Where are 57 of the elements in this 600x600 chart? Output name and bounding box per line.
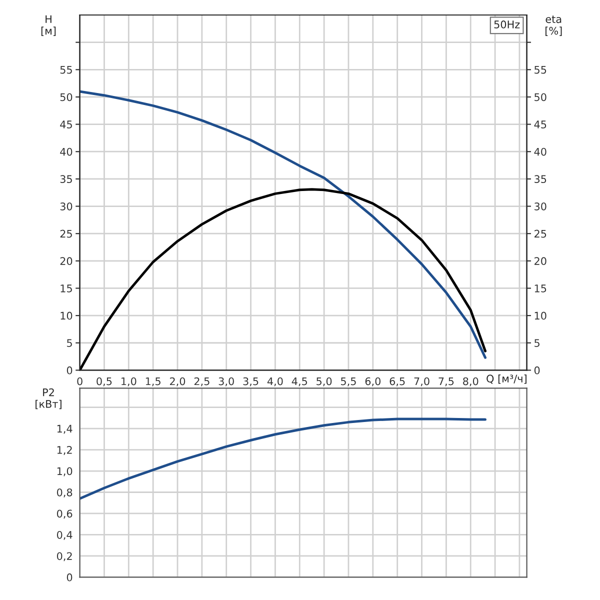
x-tick-label: 6,0 — [365, 377, 381, 386]
x-tick-label: 2,0 — [170, 377, 186, 386]
y2-tick-label: 25 — [534, 230, 546, 238]
y2-tick-label: 10 — [534, 312, 546, 320]
y-axis-title: P2 [кВт] — [36, 388, 62, 410]
y-tick-label: 1,2 — [57, 446, 72, 455]
x-tick-label: 0 — [77, 377, 82, 386]
line-series — [80, 418, 487, 500]
x-tick-label: 5,0 — [316, 377, 332, 386]
x-axis-title: Q [м³/ч] — [486, 374, 526, 384]
x-tick-label: 0,5 — [96, 377, 112, 386]
y-tick-label: 0 — [66, 573, 72, 582]
y-tick-label: 1,4 — [57, 424, 72, 434]
x-tick-label: 3,0 — [218, 377, 234, 386]
y-tick-label: 50 — [60, 93, 72, 102]
y2-tick-label: 40 — [534, 148, 546, 156]
y-axis-title: H [м] — [41, 15, 56, 36]
y-tick-label: 0 — [66, 366, 72, 374]
y-tick-label: 40 — [60, 148, 72, 156]
y-tick-label: 0,2 — [56, 552, 72, 562]
x-tick-label: 7,0 — [414, 377, 430, 386]
x-tick-label: 8,0 — [463, 377, 478, 386]
y-tick-label: 45 — [60, 120, 72, 128]
y2-tick-label: 45 — [534, 120, 546, 128]
y2-tick-label: 30 — [534, 202, 546, 210]
x-tick-label: 5,5 — [341, 377, 356, 386]
y-tick-label: 15 — [60, 284, 72, 292]
x-tick-label: 1,5 — [146, 377, 160, 386]
y-tick-label: 1,0 — [57, 467, 72, 476]
y2-axis-title: eta [%] — [546, 16, 562, 36]
y-tick-label: 55 — [60, 66, 72, 74]
line-series — [80, 188, 487, 370]
y2-tick-label: 20 — [534, 257, 546, 266]
y-tick-label: 25 — [60, 230, 72, 238]
x-tick-label: 3,5 — [243, 377, 258, 386]
y-tick-label: 20 — [60, 257, 72, 266]
y2-tick-label: 50 — [534, 93, 546, 102]
x-tick-label: 6,5 — [390, 377, 405, 386]
x-tick-label: 2,5 — [194, 377, 210, 386]
y-tick-label: 35 — [60, 175, 72, 184]
annotation: 50Hz — [494, 20, 520, 28]
y-tick-label: 30 — [60, 202, 72, 210]
y-tick-label: 10 — [60, 312, 72, 320]
x-tick-label: 1,0 — [122, 377, 136, 386]
y-tick-label: 0,8 — [56, 488, 72, 498]
x-tick-label: 4,0 — [267, 377, 283, 386]
x-tick-label: 4,5 — [292, 377, 308, 386]
y-tick-label: 0,4 — [56, 530, 72, 540]
y2-tick-label: 5 — [534, 339, 540, 347]
y-tick-label: 5 — [67, 339, 72, 347]
y2-tick-label: 15 — [534, 284, 546, 292]
y-tick-label: 0,6 — [56, 510, 72, 519]
x-tick-label: 7,5 — [438, 377, 454, 386]
y2-tick-label: 55 — [534, 66, 546, 74]
y2-tick-label: 0 — [534, 366, 540, 374]
line-series — [80, 90, 487, 359]
y2-tick-label: 35 — [534, 175, 546, 184]
